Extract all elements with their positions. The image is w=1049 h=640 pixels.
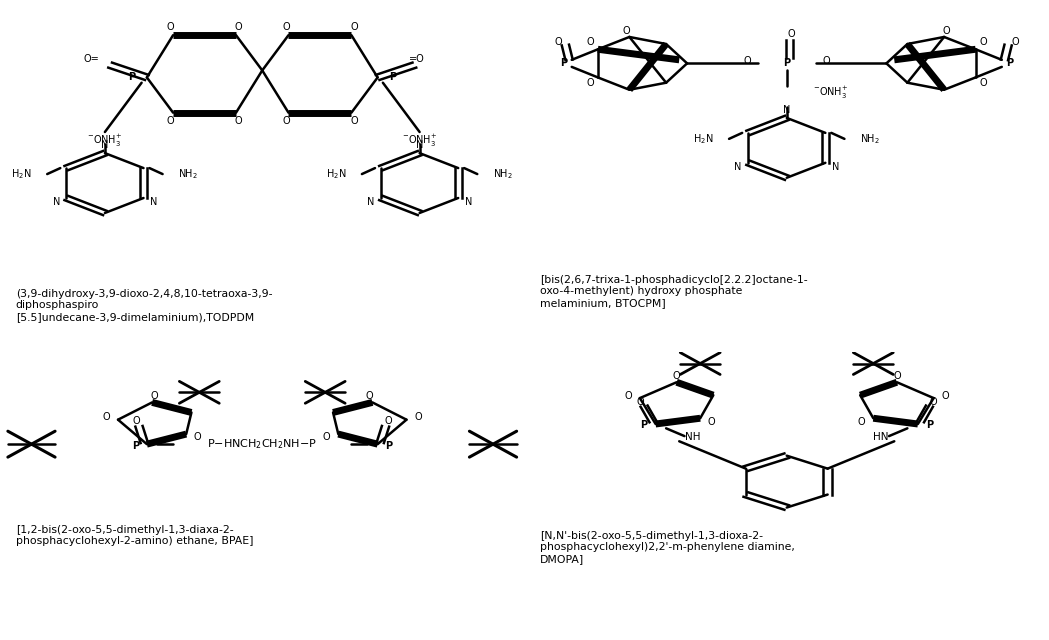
Text: O: O	[350, 22, 358, 33]
Text: $^{-}$ONH$_3^{+}$: $^{-}$ONH$_3^{+}$	[87, 132, 123, 149]
Text: H$_2$N: H$_2$N	[693, 132, 713, 146]
Text: O: O	[623, 26, 630, 36]
Text: NH$_2$: NH$_2$	[493, 167, 513, 181]
Text: N: N	[734, 162, 742, 172]
Text: O: O	[366, 391, 373, 401]
Text: $^{-}$ONH$_3^{+}$: $^{-}$ONH$_3^{+}$	[813, 85, 848, 101]
Text: HN: HN	[874, 432, 889, 442]
Text: P: P	[129, 72, 135, 83]
Text: O: O	[943, 26, 950, 36]
Text: N: N	[150, 197, 157, 207]
Text: O: O	[1011, 36, 1019, 47]
Text: O: O	[151, 391, 158, 401]
Text: O: O	[414, 412, 422, 422]
Text: O: O	[235, 22, 242, 33]
Text: O=: O=	[84, 54, 100, 64]
Text: N: N	[832, 162, 839, 172]
Text: $^{-}$ONH$_3^{+}$: $^{-}$ONH$_3^{+}$	[402, 132, 437, 149]
Text: P: P	[784, 58, 790, 68]
Text: P: P	[389, 72, 395, 83]
Text: O: O	[555, 36, 562, 47]
Text: O: O	[708, 417, 715, 427]
Text: O: O	[323, 432, 330, 442]
Text: P: P	[132, 440, 138, 451]
Text: P: P	[560, 58, 568, 68]
Text: O: O	[167, 22, 174, 33]
Text: O: O	[744, 56, 751, 65]
Text: O: O	[586, 37, 594, 47]
Text: N: N	[101, 140, 109, 150]
Text: O: O	[787, 29, 795, 40]
Text: [bis(2,6,7-trixa-1-phosphadicyclo[2.2.2]octane-1-
oxo-4-methylent) hydroxy phosp: [bis(2,6,7-trixa-1-phosphadicyclo[2.2.2]…	[540, 275, 808, 308]
Text: O: O	[350, 116, 358, 127]
Text: O: O	[822, 56, 830, 65]
Text: O: O	[624, 391, 633, 401]
Text: N: N	[465, 197, 472, 207]
Text: P: P	[926, 420, 933, 431]
Text: H$_2$N: H$_2$N	[326, 167, 346, 181]
Text: NH$_2$: NH$_2$	[178, 167, 198, 181]
Text: N: N	[367, 197, 374, 207]
Text: (3,9-dihydroxy-3,9-dioxo-2,4,8,10-tetraoxa-3,9-
diphosphaspiro
[5.5]undecane-3,9: (3,9-dihydroxy-3,9-dioxo-2,4,8,10-tetrao…	[16, 289, 273, 322]
Text: N: N	[52, 197, 60, 207]
Text: O: O	[586, 77, 594, 88]
Text: O: O	[194, 432, 201, 442]
Text: O: O	[636, 397, 644, 406]
Text: O: O	[103, 412, 110, 422]
Text: O: O	[672, 371, 681, 381]
Text: [1,2-bis(2-oxo-5,5-dimethyl-1,3-diaxa-2-
phosphacyclohexyl-2-amino) ethane, BPAE: [1,2-bis(2-oxo-5,5-dimethyl-1,3-diaxa-2-…	[16, 525, 253, 547]
Text: O: O	[235, 116, 242, 127]
Text: N: N	[783, 105, 791, 115]
Text: O: O	[282, 22, 290, 33]
Text: O: O	[941, 391, 949, 401]
Text: P: P	[641, 420, 647, 431]
Text: O: O	[980, 37, 987, 47]
Text: P: P	[1006, 58, 1013, 68]
Text: NH$_2$: NH$_2$	[860, 132, 880, 146]
Text: [N,N'-bis(2-oxo-5,5-dimethyl-1,3-dioxa-2-
phosphacyclohexyl)2,2'-m-phenylene dia: [N,N'-bis(2-oxo-5,5-dimethyl-1,3-dioxa-2…	[540, 531, 795, 564]
Text: O: O	[980, 77, 987, 88]
Text: O: O	[132, 416, 141, 426]
Text: P: P	[386, 440, 392, 451]
Text: O: O	[282, 116, 290, 127]
Text: N: N	[415, 140, 424, 150]
Text: P$-$HNCH$_2$CH$_2$NH$-$P: P$-$HNCH$_2$CH$_2$NH$-$P	[208, 437, 317, 451]
Text: O: O	[929, 397, 938, 406]
Text: =O: =O	[409, 54, 425, 64]
Text: O: O	[858, 417, 865, 427]
Text: NH: NH	[685, 432, 700, 442]
Text: H$_2$N: H$_2$N	[12, 167, 31, 181]
Text: O: O	[384, 416, 392, 426]
Text: O: O	[167, 116, 174, 127]
Text: O: O	[893, 371, 901, 381]
